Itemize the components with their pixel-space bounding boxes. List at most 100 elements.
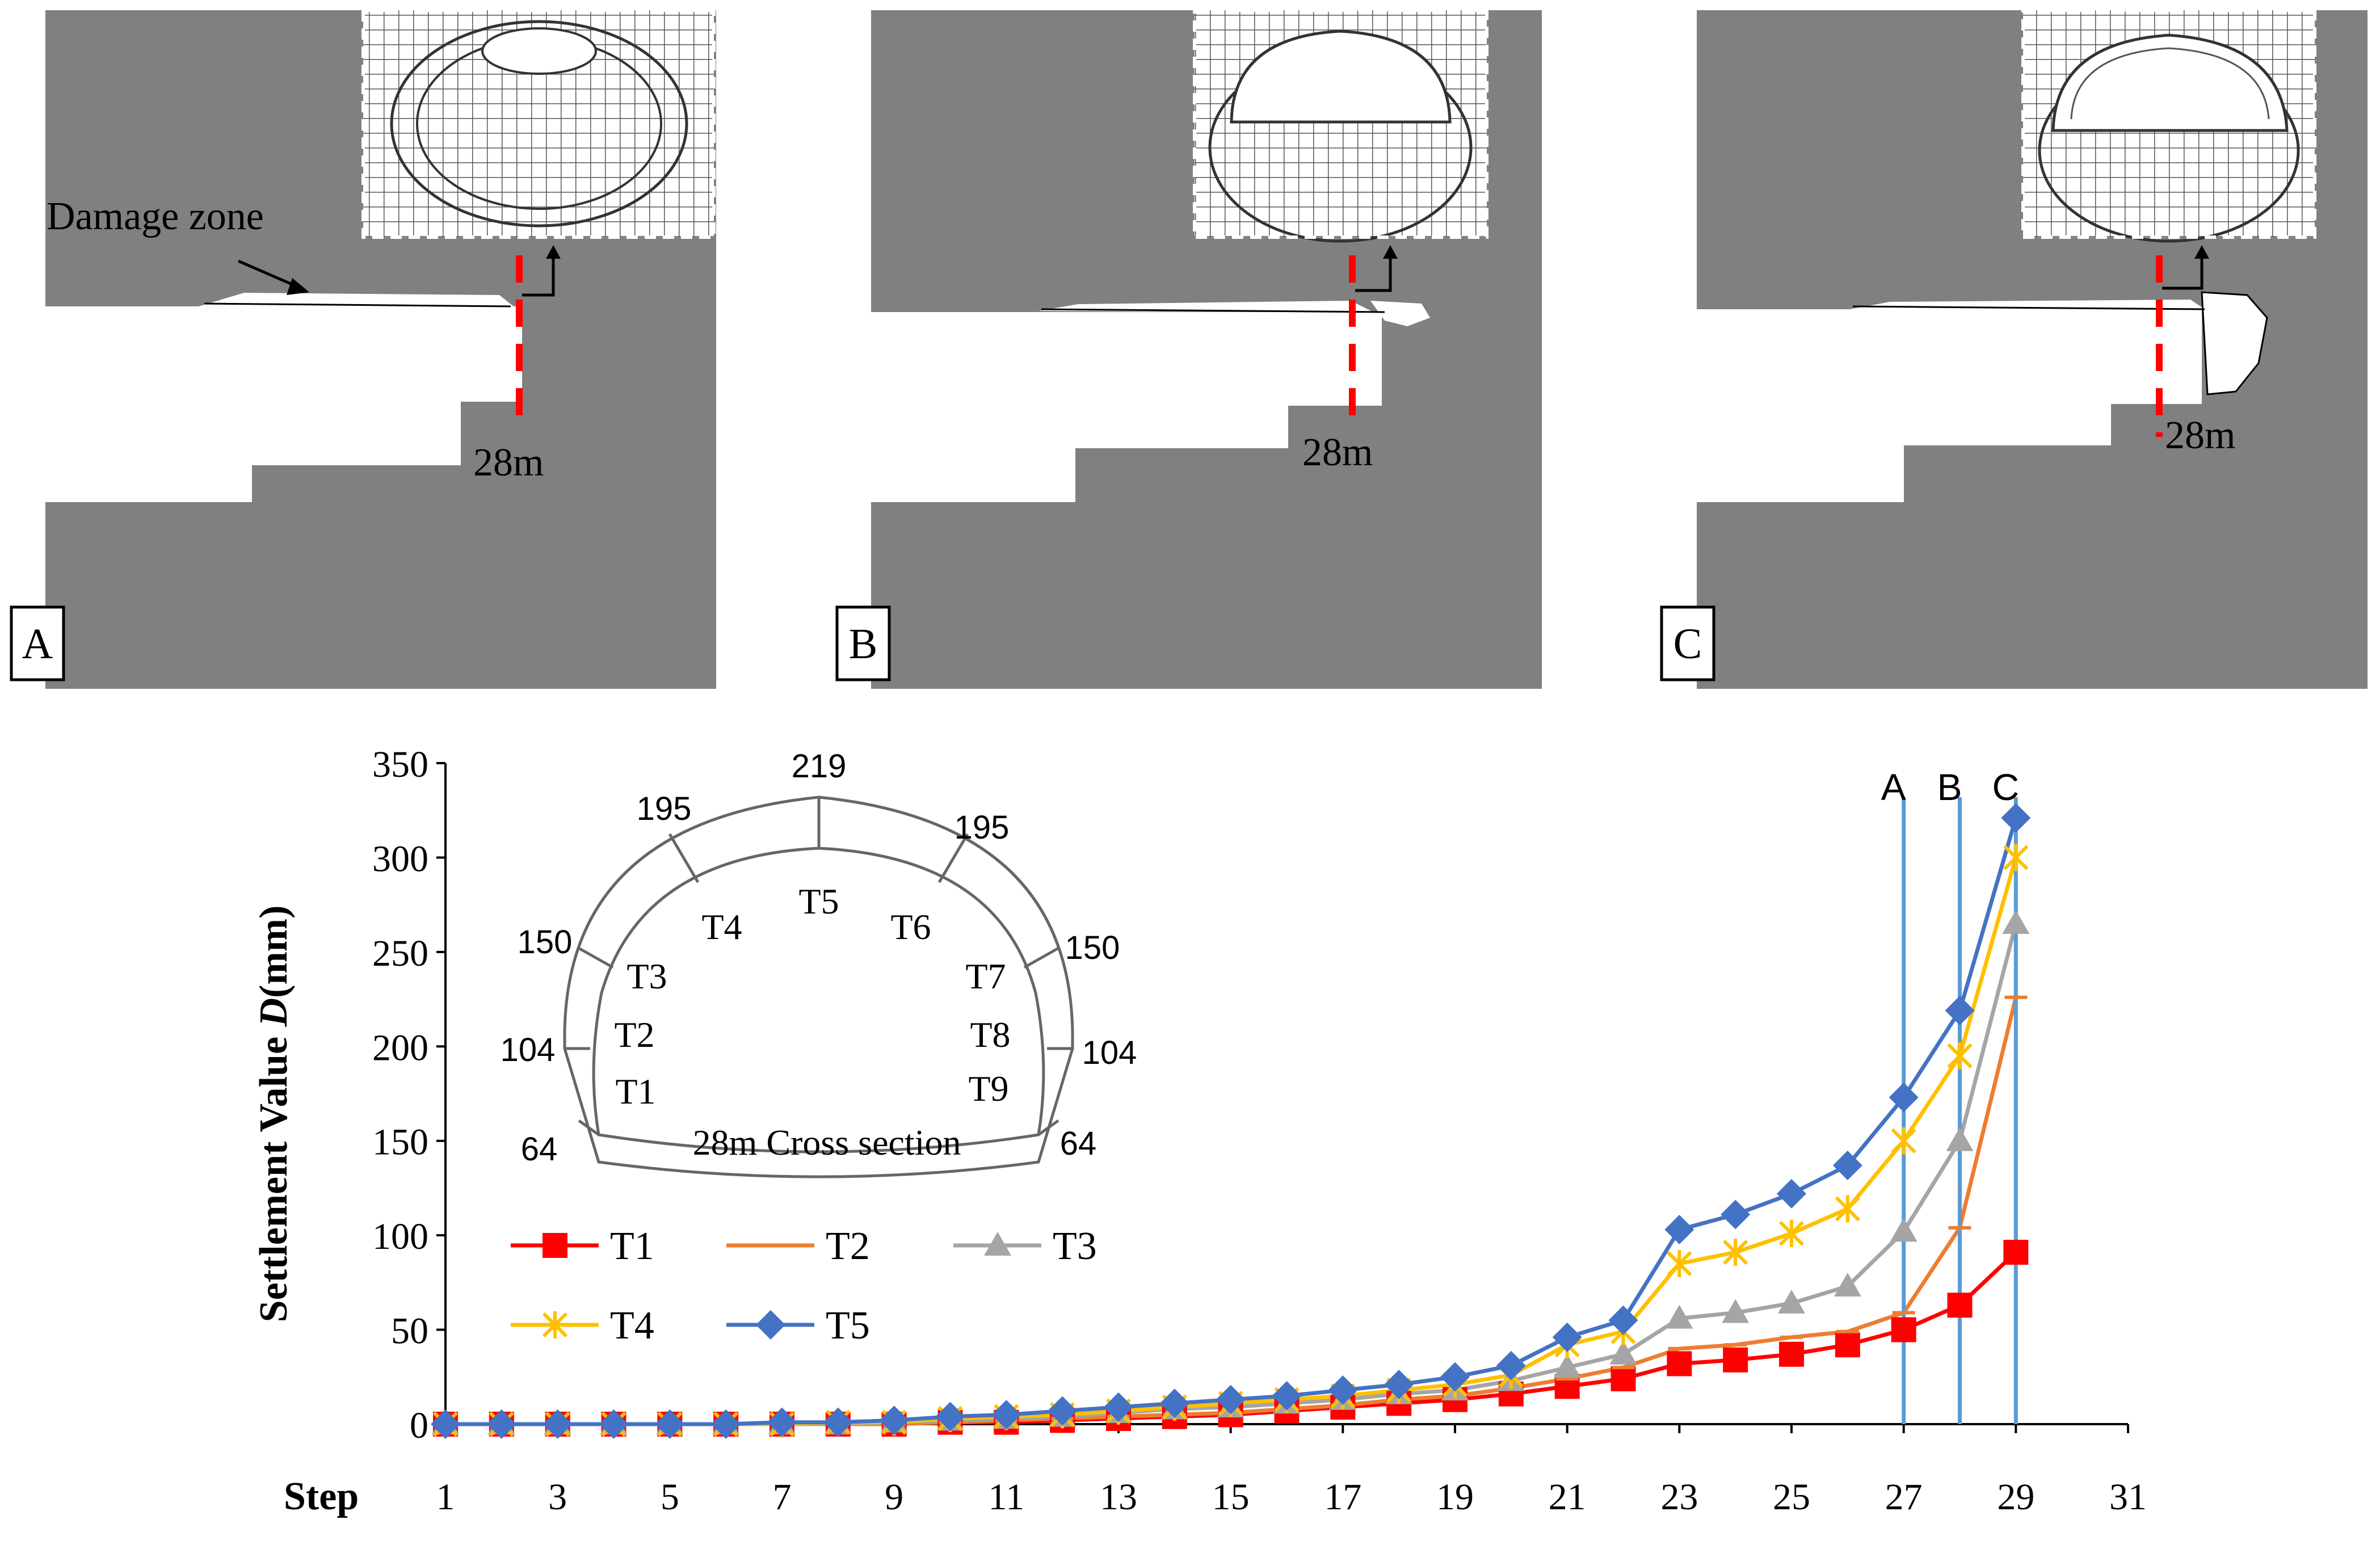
data-point [1890,1218,1918,1242]
value-label: 150 [518,924,573,961]
x-tick-label: 3 [548,1476,567,1518]
data-point [1608,1305,1638,1335]
y-tick-label: 300 [372,838,428,879]
panel-b: 28m B [835,9,1542,689]
data-point [1552,1322,1582,1352]
data-point [543,1233,567,1258]
data-point [1945,996,1975,1026]
data-point [1104,1392,1133,1422]
data-point [1721,1199,1751,1230]
data-point [1723,1347,1748,1373]
data-point [2001,803,2031,833]
data-point [823,1407,853,1437]
x-tick-label: 25 [1773,1476,1810,1518]
legend-label-t3: T3 [1053,1224,1097,1268]
legend-label-t2: T2 [826,1224,870,1268]
data-point [1777,1178,1806,1209]
point-label: T9 [968,1068,1008,1109]
y-tick-label: 0 [410,1405,428,1446]
point-label: T8 [970,1014,1010,1055]
point-label: T7 [965,956,1006,996]
data-point [2003,1240,2029,1265]
x-tick-label: 5 [661,1476,679,1518]
series-points [431,803,2031,1439]
depth-label: 28m [2165,414,2235,457]
data-point [1328,1375,1358,1405]
panel-c: 28m C [1660,9,2368,689]
excavated-tunnel [1697,309,2202,502]
data-point [1272,1381,1302,1411]
data-point [1048,1396,1078,1426]
data-point [756,1310,785,1340]
mesh-inset [1193,9,1488,243]
y-tick-label: 200 [372,1027,428,1068]
data-point [1947,1293,1973,1318]
data-point [1891,1127,1916,1155]
value-label: 195 [954,809,1010,846]
mesh-inset [361,9,716,239]
x-tick-label: 31 [2109,1476,2147,1518]
point-label: T1 [615,1071,655,1112]
data-point [1667,1351,1692,1376]
face-failure-region [2201,291,2268,395]
panel-label-box [1660,605,1715,681]
data-point [542,1311,568,1338]
data-point [879,1405,909,1435]
excavated-tunnel [45,306,522,502]
data-point [1832,1150,1862,1180]
data-point [1159,1388,1189,1418]
value-label: 150 [1065,929,1120,966]
inset-title: 28m Cross section [693,1122,961,1163]
x-tick-label: 9 [885,1476,903,1518]
point-label: T2 [614,1014,654,1055]
data-point [1666,1304,1693,1329]
panel-label-box [10,605,65,681]
x-tick-label: 29 [1997,1476,2034,1518]
data-point [2003,844,2029,872]
data-point [543,1409,573,1439]
data-point [1723,1239,1748,1266]
data-point [2002,910,2030,934]
face-failure-region [1370,301,1430,326]
x-tick-label: 13 [1100,1476,1137,1518]
value-label: 64 [521,1131,558,1168]
data-point [1496,1350,1526,1380]
x-tick-label: 21 [1549,1476,1586,1518]
point-label: T3 [626,956,667,996]
point-label: T5 [798,881,839,921]
panel-label-box [835,605,891,681]
value-label: 104 [1082,1034,1137,1071]
data-point [1667,1250,1692,1278]
data-point [1778,1219,1805,1247]
x-tick-label: 11 [989,1476,1025,1518]
data-point [1834,1273,1861,1297]
damage-zone-region [199,293,514,306]
y-tick-label: 100 [372,1216,428,1257]
point-label: T4 [701,907,742,947]
x-tick-label: 7 [773,1476,792,1518]
x-tick-label: 17 [1324,1476,1361,1518]
value-label: 104 [501,1032,556,1068]
data-point [711,1409,741,1439]
value-label: 219 [792,748,847,785]
data-point [599,1409,629,1439]
x-axis-title: Step [284,1475,359,1518]
data-point [1609,1340,1637,1365]
panel-label: B [849,620,878,668]
step-marker-label: B [1937,766,1962,808]
data-point [1778,1289,1805,1314]
step-marker-label: C [1992,766,2019,808]
chart-legend: T1 T2 T3 T4 T5 [511,1224,1097,1348]
depth-label: 28m [473,441,544,485]
inset-arrow [522,255,555,297]
data-point [431,1409,460,1439]
data-point [1553,1354,1581,1378]
inset-arrow [1355,255,1392,292]
data-point [1946,1127,1974,1151]
x-tick-label: 19 [1436,1476,1474,1518]
data-point [935,1401,965,1432]
excavated-tunnel [871,312,1382,502]
